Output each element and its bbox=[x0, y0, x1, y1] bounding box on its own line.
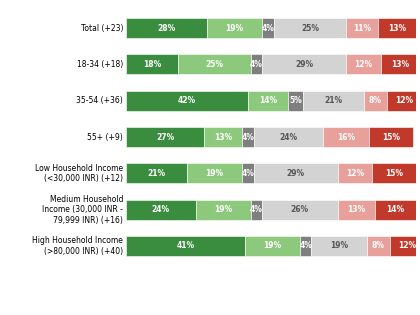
Text: 27%: 27% bbox=[156, 133, 174, 141]
Bar bbox=[196, 200, 251, 220]
Bar bbox=[300, 236, 312, 256]
Bar bbox=[375, 200, 416, 220]
Text: 12%: 12% bbox=[395, 96, 413, 105]
Text: 28%: 28% bbox=[158, 24, 176, 32]
Bar bbox=[254, 163, 338, 183]
Bar bbox=[312, 236, 367, 256]
Bar bbox=[187, 163, 242, 183]
Bar bbox=[373, 163, 416, 183]
Text: 41%: 41% bbox=[176, 242, 194, 250]
Bar bbox=[262, 200, 338, 220]
Text: 25%: 25% bbox=[301, 24, 319, 32]
Bar bbox=[390, 236, 420, 256]
Text: 21%: 21% bbox=[147, 169, 165, 178]
Text: 19%: 19% bbox=[226, 24, 244, 32]
Bar bbox=[251, 54, 262, 74]
Text: 13%: 13% bbox=[391, 60, 409, 69]
Text: 24%: 24% bbox=[152, 205, 170, 214]
Bar bbox=[204, 127, 242, 147]
Bar bbox=[126, 200, 196, 220]
Text: 29%: 29% bbox=[286, 169, 304, 178]
Text: 5%: 5% bbox=[289, 96, 302, 105]
Text: 4%: 4% bbox=[299, 242, 312, 250]
Bar bbox=[254, 127, 323, 147]
Text: 24%: 24% bbox=[279, 133, 297, 141]
Bar bbox=[245, 236, 300, 256]
Text: 19%: 19% bbox=[330, 242, 348, 250]
Bar bbox=[387, 91, 420, 111]
Text: 11%: 11% bbox=[353, 24, 371, 32]
Bar bbox=[262, 54, 346, 74]
Bar bbox=[364, 91, 387, 111]
Bar bbox=[207, 18, 262, 38]
Text: 19%: 19% bbox=[205, 169, 223, 178]
Bar bbox=[323, 127, 370, 147]
Bar bbox=[346, 54, 381, 74]
Bar bbox=[126, 127, 204, 147]
Bar bbox=[126, 54, 178, 74]
Text: 13%: 13% bbox=[388, 24, 406, 32]
Bar bbox=[370, 127, 413, 147]
Text: 19%: 19% bbox=[263, 242, 281, 250]
Bar bbox=[262, 18, 274, 38]
Text: 19%: 19% bbox=[214, 205, 232, 214]
Text: 15%: 15% bbox=[385, 169, 403, 178]
Text: 4%: 4% bbox=[241, 133, 254, 141]
Bar bbox=[338, 200, 375, 220]
Bar bbox=[381, 54, 419, 74]
Text: 14%: 14% bbox=[259, 96, 277, 105]
Bar bbox=[288, 91, 303, 111]
Bar bbox=[126, 163, 187, 183]
Text: 13%: 13% bbox=[347, 205, 365, 214]
Text: 14%: 14% bbox=[386, 205, 404, 214]
Bar bbox=[242, 127, 254, 147]
Bar bbox=[248, 91, 288, 111]
Text: 25%: 25% bbox=[205, 60, 223, 69]
Text: 42%: 42% bbox=[178, 96, 196, 105]
Text: 8%: 8% bbox=[372, 242, 385, 250]
Text: 12%: 12% bbox=[354, 60, 373, 69]
Text: 26%: 26% bbox=[291, 205, 309, 214]
Bar bbox=[274, 18, 346, 38]
Bar bbox=[126, 236, 245, 256]
Bar bbox=[126, 18, 207, 38]
Text: 4%: 4% bbox=[250, 205, 263, 214]
Text: 16%: 16% bbox=[337, 133, 355, 141]
Bar bbox=[367, 236, 390, 256]
Text: 29%: 29% bbox=[295, 60, 313, 69]
Text: 12%: 12% bbox=[346, 169, 364, 178]
Bar bbox=[126, 91, 248, 111]
Bar bbox=[178, 54, 251, 74]
Text: 15%: 15% bbox=[382, 133, 400, 141]
Bar bbox=[242, 163, 254, 183]
Bar bbox=[303, 91, 364, 111]
Text: 18%: 18% bbox=[143, 60, 161, 69]
Bar bbox=[346, 18, 378, 38]
Text: 12%: 12% bbox=[398, 242, 416, 250]
Text: 8%: 8% bbox=[369, 96, 382, 105]
Text: 4%: 4% bbox=[250, 60, 263, 69]
Text: 4%: 4% bbox=[241, 169, 254, 178]
Text: 13%: 13% bbox=[214, 133, 232, 141]
Bar bbox=[378, 18, 416, 38]
Text: 4%: 4% bbox=[262, 24, 274, 32]
Text: 21%: 21% bbox=[324, 96, 342, 105]
Bar bbox=[338, 163, 373, 183]
Bar bbox=[251, 200, 262, 220]
